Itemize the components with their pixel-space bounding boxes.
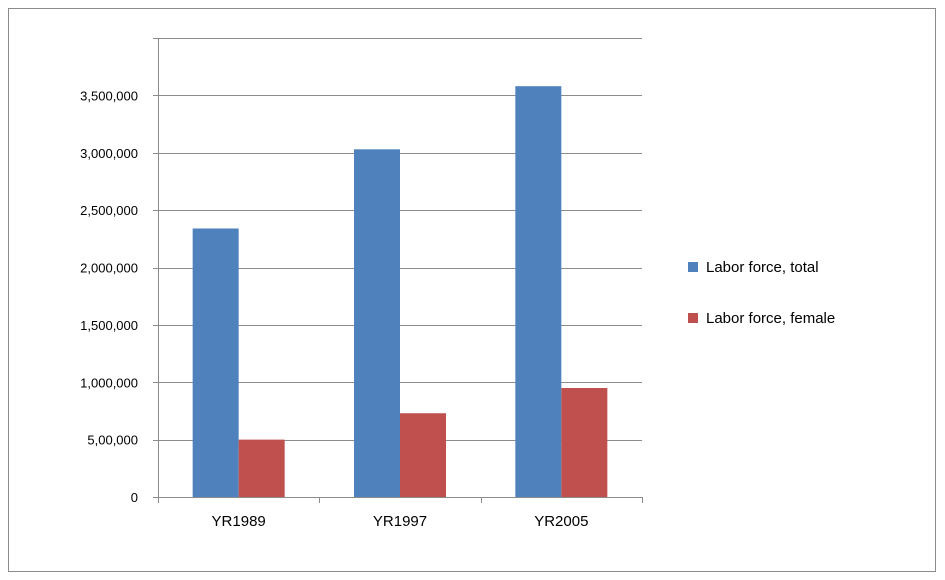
category-label: YR1989 [212,513,266,530]
bar-female-yr1997 [400,413,446,497]
axes [153,38,643,503]
bar-total-yr1989 [192,228,239,498]
y-tick-label: 2,000,000 [80,261,138,276]
y-tick-label: 0 [131,490,138,505]
bar-total-yr2005 [515,86,562,497]
legend-label: Labor force, female [706,310,835,327]
category-labels: YR1989 YR1997 YR2005 [212,513,589,530]
y-tick-label: 3,000,000 [80,146,138,161]
y-tick-label: 1,000,000 [80,375,138,390]
y-tick-label: 5,00,000 [87,433,138,448]
bar-female-yr1989 [238,439,285,497]
bar-female-yr2005 [561,387,608,497]
legend-label: Labor force, total [706,259,819,276]
category-label: YR1997 [373,513,427,530]
y-tick-label: 2,500,000 [80,203,138,218]
bars [192,86,608,498]
legend-swatch [688,262,698,272]
y-tick-labels: 0 5,00,000 1,000,000 1,500,000 2,000,000 2,50… [80,88,138,505]
category-label: YR2005 [534,513,588,530]
y-tick-label: 1,500,000 [80,318,138,333]
y-tick-label: 3,500,000 [80,88,138,103]
chart-frame [8,8,936,572]
bar-total-yr1997 [354,149,400,497]
legend: Labor force, total Labor force, female [688,259,835,327]
legend-swatch [688,313,698,323]
